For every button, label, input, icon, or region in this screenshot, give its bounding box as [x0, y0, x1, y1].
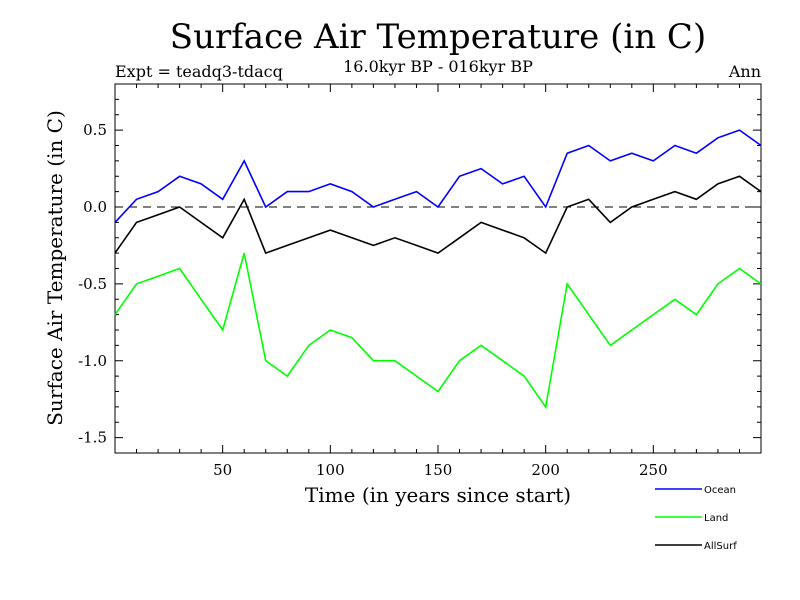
x-tick-label: 150	[424, 461, 453, 479]
y-tick-label: -1.0	[78, 352, 107, 370]
x-tick-label: 100	[316, 461, 345, 479]
axis-ticks	[115, 83, 761, 454]
chart-subtitle: 16.0kyr BP - 016kyr BP	[343, 57, 533, 76]
y-tick-label: 0.5	[83, 121, 107, 139]
legend-label-ocean: Ocean	[704, 485, 736, 496]
tick-labels: 50 100 150 200 250 -1.5 -1.0 -0.5 0.0 0.5	[78, 121, 668, 479]
x-tick-label: 250	[639, 461, 668, 479]
experiment-label: Expt = teadq3-tdacq	[115, 62, 283, 81]
legend: Ocean Land AllSurf	[655, 485, 737, 552]
legend-label-allsurf: AllSurf	[704, 541, 737, 552]
x-tick-label: 200	[531, 461, 560, 479]
period-label: Ann	[728, 62, 761, 81]
series-line-ocean	[114, 129, 762, 223]
y-axis-label: Surface Air Temperature (in C)	[43, 110, 67, 426]
y-tick-label: 0.0	[83, 198, 107, 216]
y-tick-label: -1.5	[78, 429, 107, 447]
x-axis-label: Time (in years since start)	[305, 483, 571, 507]
series-line-land	[114, 252, 762, 409]
series-group	[114, 129, 762, 409]
x-tick-label: 50	[213, 461, 232, 479]
chart-title: Surface Air Temperature (in C)	[170, 17, 706, 57]
series-line-allsurf	[114, 175, 762, 255]
plot-area	[114, 83, 762, 454]
y-tick-label: -0.5	[78, 275, 107, 293]
legend-label-land: Land	[704, 513, 728, 524]
